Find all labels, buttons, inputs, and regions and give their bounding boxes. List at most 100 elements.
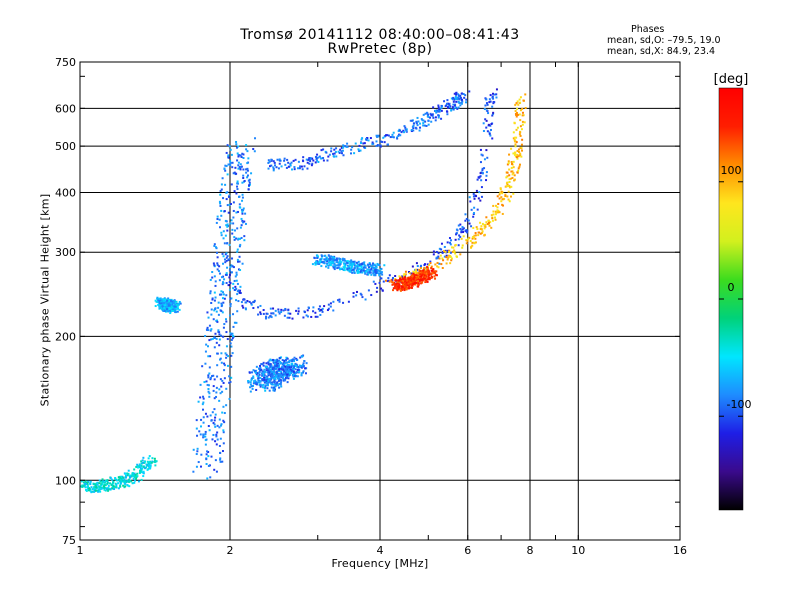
echo-point (404, 283, 407, 286)
echo-point (419, 126, 422, 129)
echo-point (211, 438, 214, 441)
echo-point (131, 472, 134, 475)
echo-point (225, 259, 228, 262)
echo-point (297, 307, 300, 310)
echo-point (404, 280, 407, 283)
echo-point (300, 364, 303, 367)
echo-point (210, 308, 213, 311)
echo-point (455, 100, 458, 103)
echo-point (268, 370, 271, 373)
echo-point (352, 295, 355, 298)
echo-point (259, 369, 262, 372)
echo-point (386, 280, 389, 283)
echo-point (220, 385, 223, 388)
echo-point (473, 234, 476, 237)
echo-point (410, 286, 413, 289)
echo-point (204, 362, 207, 365)
echo-point (242, 176, 245, 179)
echo-point (335, 155, 338, 158)
echo-point (446, 249, 449, 252)
echo-point (143, 461, 146, 464)
data-points (80, 88, 527, 494)
echo-point (221, 450, 224, 453)
echo-point (158, 297, 161, 300)
echo-point (505, 185, 508, 188)
echo-point (262, 364, 265, 367)
echo-point (272, 166, 275, 169)
echo-point (342, 154, 345, 157)
echo-point (422, 271, 425, 274)
echo-point (149, 467, 152, 470)
echo-point (440, 263, 443, 266)
echo-point (452, 100, 455, 103)
echo-point (322, 148, 325, 151)
echo-point (164, 302, 167, 305)
echo-point (408, 285, 411, 288)
echo-point (283, 363, 286, 366)
echo-point (103, 486, 106, 489)
echo-point (478, 231, 481, 234)
echo-point (245, 144, 248, 147)
echo-point (292, 359, 295, 362)
echo-point (127, 469, 130, 472)
echo-point (261, 370, 264, 373)
echo-point (230, 354, 233, 357)
echo-point (251, 387, 254, 390)
echo-point (238, 154, 241, 157)
echo-point (220, 423, 223, 426)
echo-point (236, 185, 239, 188)
echo-point (496, 195, 499, 198)
echo-point (289, 369, 292, 372)
echo-point (457, 244, 460, 247)
echo-point (298, 366, 301, 369)
echo-point (314, 263, 317, 266)
echo-point (228, 194, 231, 197)
echo-point (302, 316, 305, 319)
echo-point (101, 482, 104, 485)
echo-point (446, 113, 449, 116)
echo-point (314, 155, 317, 158)
echo-point (239, 206, 242, 209)
echo-point (200, 425, 203, 428)
echo-point (177, 303, 180, 306)
echo-point (323, 305, 326, 308)
echo-point (409, 283, 412, 286)
echo-point (519, 125, 522, 128)
phase-heading: Phases (631, 24, 665, 35)
echo-point (326, 262, 329, 265)
echo-point (214, 413, 217, 416)
echo-point (408, 287, 411, 290)
echo-point (93, 486, 96, 489)
echo-point (94, 489, 97, 492)
echo-point (245, 168, 248, 171)
echo-point (214, 246, 217, 249)
echo-point (86, 483, 89, 486)
echo-point (519, 119, 522, 122)
echo-point (235, 140, 238, 143)
echo-point (338, 298, 341, 301)
echo-point (394, 275, 397, 278)
echo-point (476, 208, 479, 211)
echo-point (236, 152, 239, 155)
echo-point (519, 101, 522, 104)
echo-point (329, 305, 332, 308)
echo-point (474, 234, 477, 237)
echo-point (438, 247, 441, 250)
echo-point (508, 178, 511, 181)
echo-point (276, 365, 279, 368)
echo-point (425, 270, 428, 273)
echo-point (89, 480, 92, 483)
echo-point (360, 141, 363, 144)
echo-point (219, 460, 222, 463)
echo-point (273, 389, 276, 392)
echo-point (308, 158, 311, 161)
echo-point (149, 460, 152, 463)
echo-point (206, 477, 209, 480)
echo-point (217, 329, 220, 332)
echo-point (280, 371, 283, 374)
echo-point (98, 488, 101, 491)
echo-point (208, 339, 211, 342)
echo-point (223, 421, 226, 424)
echo-point (218, 272, 221, 275)
echo-point (229, 342, 232, 345)
